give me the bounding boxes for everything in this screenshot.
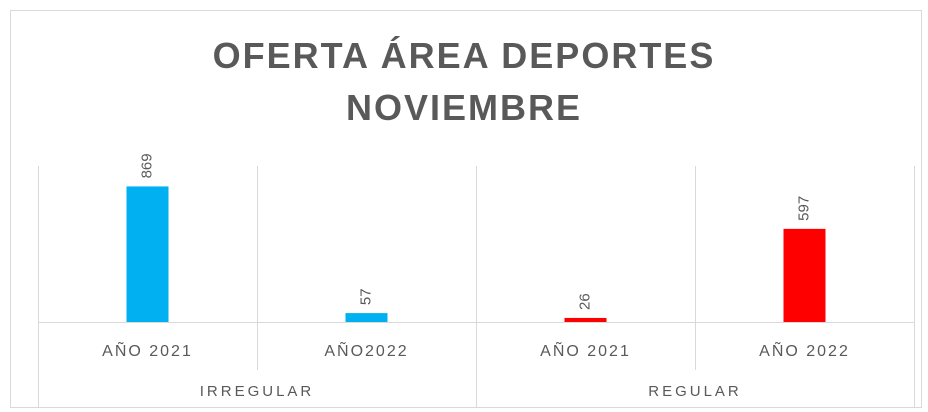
bar xyxy=(564,317,607,322)
data-label: 57 xyxy=(357,288,374,305)
bar xyxy=(783,228,826,322)
group-label: IRREGULAR xyxy=(200,383,315,400)
x-tick-label: AÑO2022 xyxy=(324,340,408,360)
x-tick-label: AÑO 2021 xyxy=(540,340,631,360)
bar xyxy=(345,313,388,322)
data-label: 26 xyxy=(576,293,593,310)
group-label: REGULAR xyxy=(648,383,742,400)
chart-title: OFERTA ÁREA DEPORTES NOVIEMBRE xyxy=(212,35,716,128)
data-label: 597 xyxy=(795,196,812,221)
x-tick-label: AÑO 2022 xyxy=(759,340,850,360)
bar xyxy=(126,186,169,322)
x-tick-label: AÑO 2021 xyxy=(102,340,193,360)
data-label: 869 xyxy=(138,153,155,178)
